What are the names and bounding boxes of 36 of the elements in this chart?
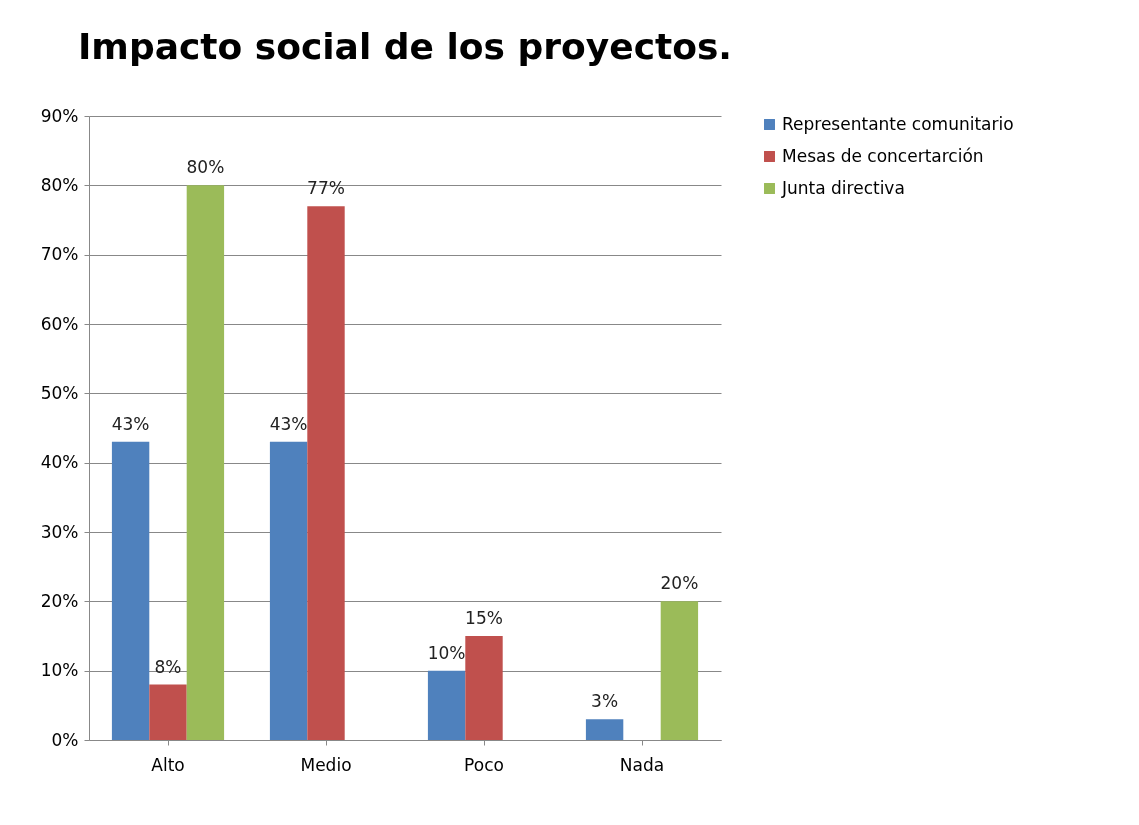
bar [585,719,624,740]
data-label: 43% [111,413,150,434]
chart-title: Impacto social de los proyectos. [77,26,733,67]
data-label: 3% [591,691,619,712]
bar [660,601,699,740]
y-tick-label: 30% [40,521,79,542]
bar [465,636,503,740]
y-tick-label: 20% [40,590,79,611]
data-label: 20% [660,573,699,594]
y-tick-label: 50% [40,382,79,403]
y-tick-label: 70% [40,244,79,265]
legend-label: Mesas de concertarción [782,145,984,166]
data-label: 77% [307,178,345,199]
bar [427,670,466,740]
y-tick-label: 90% [40,105,79,126]
bar [307,206,345,740]
data-label: 10% [427,642,466,663]
data-label: 8% [154,656,182,677]
data-label: 80% [186,157,225,178]
y-tick-label: 0% [51,729,79,750]
y-tick-label: 60% [40,313,79,334]
bar [186,185,225,740]
y-tick-label: 40% [40,452,79,473]
legend-label: Junta directiva [781,177,905,198]
data-label: 15% [465,608,503,628]
y-tick-label: 80% [40,174,79,195]
x-tick-label: Poco [464,754,504,775]
y-tick-label: 10% [40,660,79,681]
x-tick-label: Alto [151,754,185,775]
legend-label: Representante comunitario [782,113,1014,134]
bar [149,684,187,740]
bar [111,441,150,740]
data-label: 43% [269,413,308,434]
x-tick-label: Nada [619,754,665,775]
bar [269,441,308,740]
x-tick-label: Medio [300,754,352,775]
